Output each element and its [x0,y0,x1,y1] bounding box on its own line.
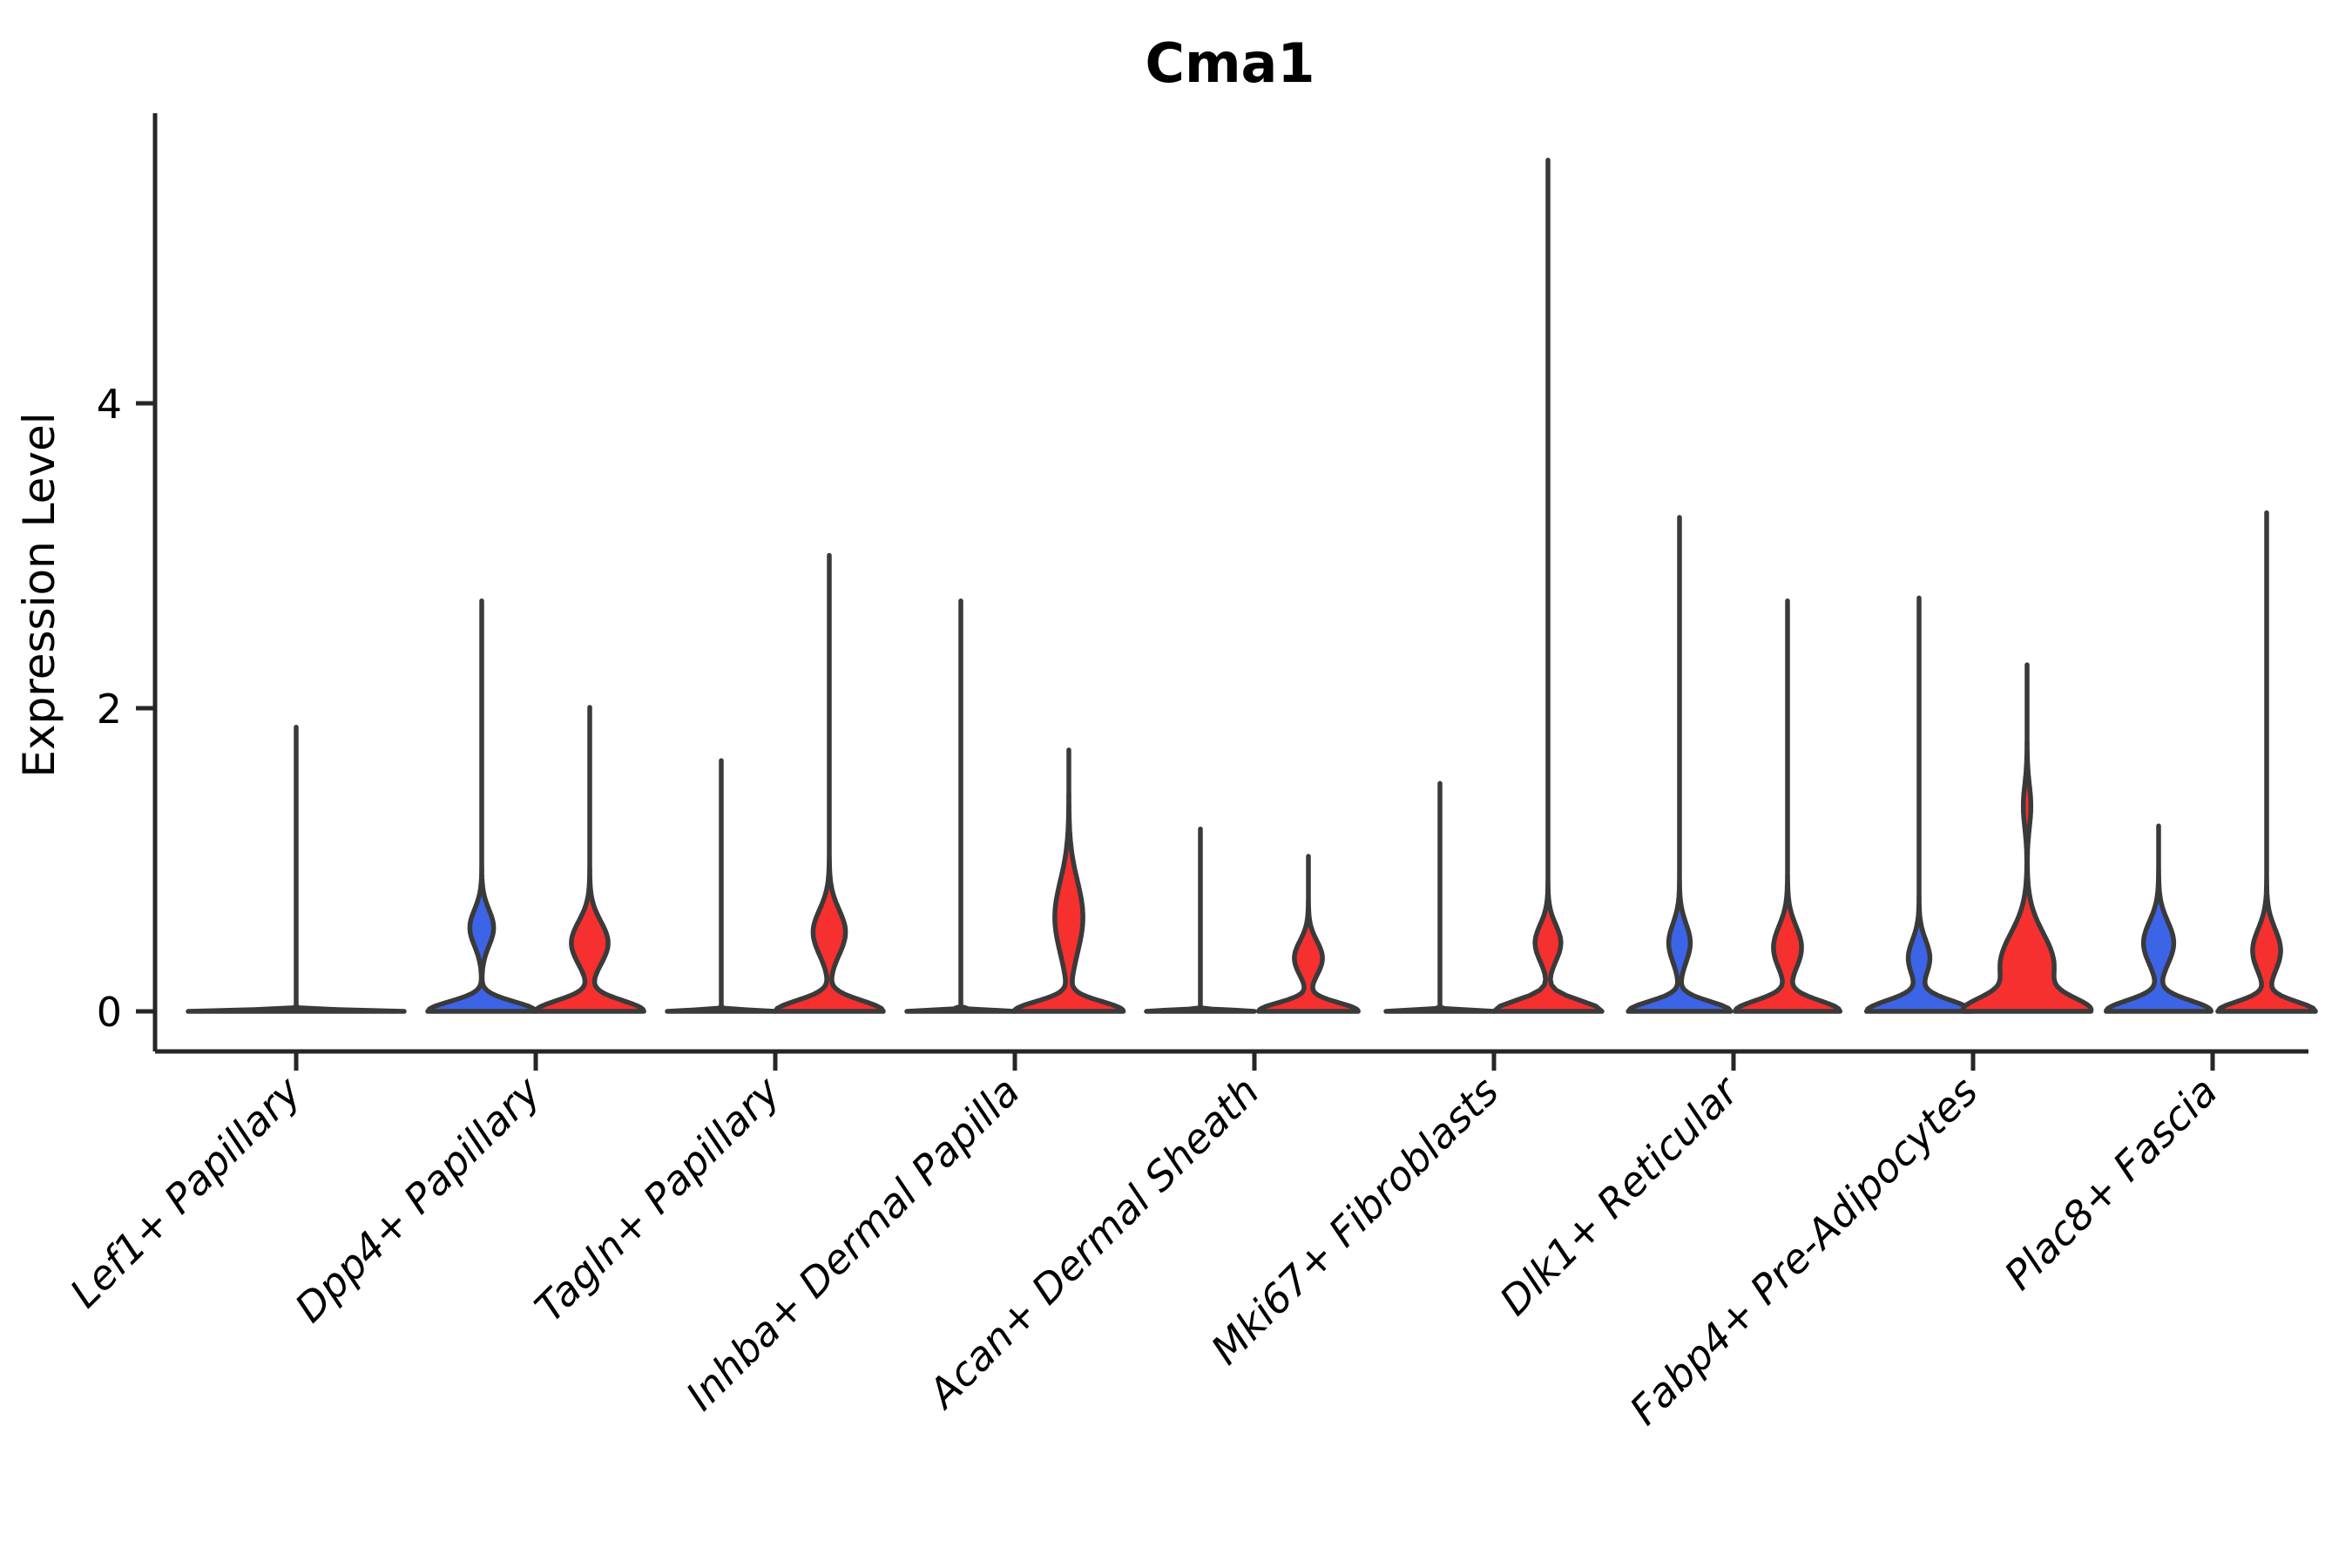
x-tick-label-plac8: Plac8+ Fascia [1995,1068,2226,1299]
x-tick-label-tagln: Tagln+ Papillary [525,1067,789,1331]
violin-dpp4-papillary-group-2 [533,705,646,1014]
x-axis-ticks [294,1051,2215,1071]
violin-tagln-papillary-group-2 [773,552,886,1014]
chart-title: Cma1 [1145,31,1315,95]
violin-lef1-papillary-both-flat [186,724,407,1014]
violin-inhba-dermal-papilla-group-2 [1011,747,1126,1014]
x-axis-tick-labels: Lef1+ Papillary Dpp4+ Papillary Tagln+ P… [61,1065,2227,1434]
y-axis-label: Expression Level [14,412,64,777]
violin-inhba-dermal-papilla-group-1 [904,598,1017,1014]
y-tick-label-0: 0 [97,989,122,1036]
y-axis-ticks [136,401,155,1014]
violin-tagln-papillary-group-1 [665,758,778,1014]
x-tick-label-dlk1: Dlk1+ Reticular [1490,1065,1749,1324]
violin-bodies [186,158,2318,1014]
violin-dlk1-reticular-group-2 [1732,598,1843,1014]
violin-acan-dermal-sheath-group-1 [1144,826,1257,1014]
violin-fabp4-pre-adipocytes-group-2 [1960,662,2094,1014]
y-tick-label-2: 2 [97,686,122,733]
violin-mki67-fibroblasts-group-1 [1383,781,1497,1014]
violin-dpp4-papillary-group-1 [425,598,538,1014]
violin-mki67-fibroblasts-group-2 [1491,158,1605,1014]
violin-plac8-fascia-group-2 [2215,510,2318,1014]
violin-fabp4-pre-adipocytes-group-1 [1863,595,1975,1014]
y-tick-label-4: 4 [97,381,122,428]
violin-acan-dermal-sheath-group-2 [1256,854,1361,1014]
x-tick-label-dpp4: Dpp4+ Papillary [286,1067,550,1331]
y-axis-tick-labels: 0 2 4 [97,381,122,1036]
x-tick-label-lef1: Lef1+ Papillary [61,1067,310,1316]
violin-dlk1-reticular-group-1 [1625,515,1734,1014]
violin-plac8-fascia-group-1 [2104,823,2213,1014]
